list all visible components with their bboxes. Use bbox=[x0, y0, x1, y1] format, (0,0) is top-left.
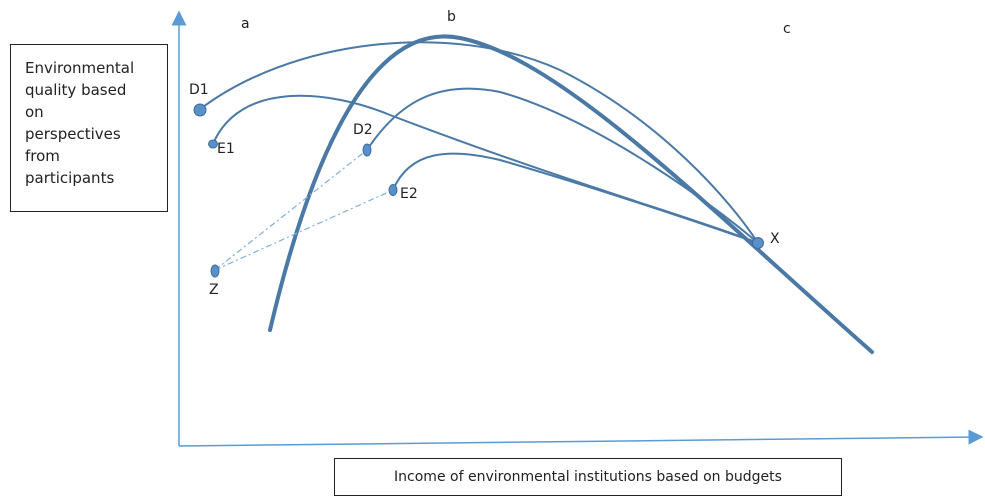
label-z: Z bbox=[209, 282, 219, 298]
label-x: X bbox=[770, 231, 780, 247]
x-axis bbox=[178, 429, 984, 447]
region-label-a: a bbox=[241, 16, 250, 32]
curve-e2-x bbox=[392, 152, 759, 244]
label-d1: D1 bbox=[189, 82, 209, 98]
y-axis-label: Environmental quality based on perspecti… bbox=[25, 59, 135, 187]
point-e2 bbox=[388, 184, 398, 196]
curve-d2-x bbox=[366, 87, 759, 244]
curve-d1-x bbox=[198, 41, 759, 244]
point-d1 bbox=[193, 103, 207, 117]
point-x bbox=[752, 237, 764, 249]
x-axis-label-box: Income of environmental institutions bas… bbox=[334, 458, 842, 496]
dashed-line-z-e2 bbox=[214, 189, 394, 271]
dashed-line-z-d2 bbox=[214, 149, 368, 271]
curve-e1-x bbox=[212, 94, 759, 244]
y-axis-label-box: Environmental quality based on perspecti… bbox=[10, 44, 168, 212]
region-label-b: b bbox=[447, 9, 456, 25]
point-z bbox=[210, 264, 220, 278]
x-axis-label: Income of environmental institutions bas… bbox=[394, 469, 782, 485]
point-d2 bbox=[362, 143, 372, 157]
label-e2: E2 bbox=[400, 186, 418, 202]
point-e1 bbox=[208, 139, 218, 149]
region-label-c: c bbox=[783, 21, 791, 37]
main-curve-b bbox=[268, 34, 874, 354]
label-d2: D2 bbox=[353, 122, 373, 138]
label-e1: E1 bbox=[217, 141, 235, 157]
